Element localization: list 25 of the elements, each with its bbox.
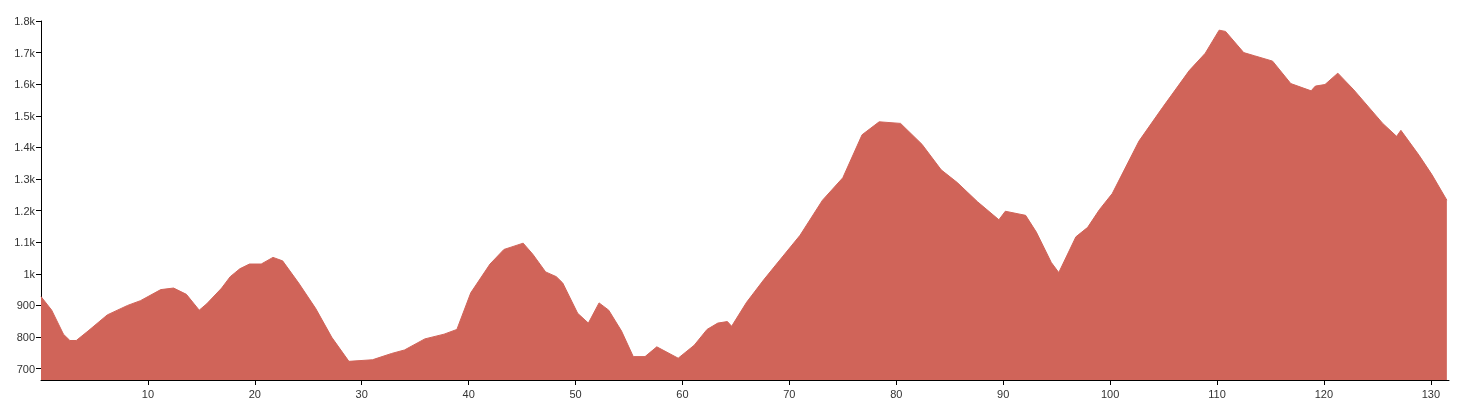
y-tick-label: 1.3k — [14, 173, 36, 186]
y-tick-label: 1.1k — [14, 236, 36, 249]
x-tick-label: 120 — [1314, 387, 1334, 400]
y-tick-label: 1k — [23, 267, 36, 280]
x-tick-label: 80 — [890, 387, 903, 400]
y-tick-label: 1.5k — [14, 109, 36, 122]
y-tick-label: 800 — [16, 331, 35, 344]
x-tick-label: 110 — [1208, 387, 1226, 400]
y-tick-label: 1.8k — [14, 15, 36, 27]
x-tick-label: 30 — [355, 387, 368, 400]
x-tick-label: 50 — [569, 387, 582, 400]
y-tick-label: 1.2k — [14, 204, 36, 217]
x-tick-label: 130 — [1421, 387, 1441, 400]
y-tick-label: 1.4k — [14, 141, 36, 154]
x-tick-label: 60 — [676, 387, 689, 400]
x-tick-label: 100 — [1100, 387, 1120, 400]
x-tick-label: 10 — [141, 387, 155, 400]
x-tick-label: 70 — [783, 387, 796, 400]
y-tick-label: 1.7k — [14, 46, 36, 59]
x-tick-label: 90 — [997, 387, 1010, 400]
x-tick-label: 20 — [248, 387, 261, 400]
y-tick-label: 700 — [16, 362, 35, 375]
y-tick-label: 900 — [16, 299, 35, 312]
x-tick-label: 40 — [462, 387, 475, 400]
y-tick-label: 1.6k — [14, 78, 36, 91]
